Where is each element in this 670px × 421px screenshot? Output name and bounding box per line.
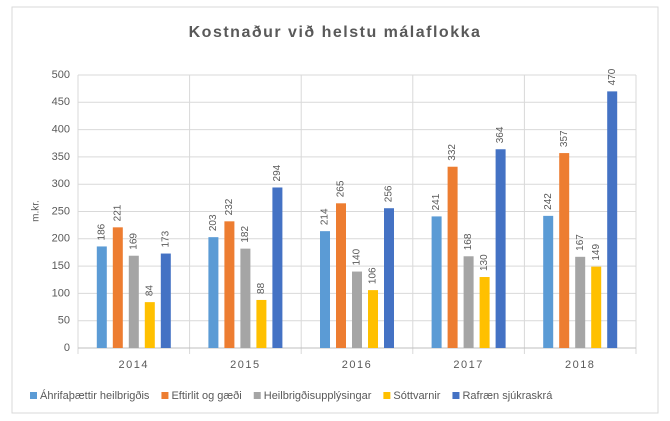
legend-label: Sóttvarnir [393, 390, 440, 402]
bar [208, 237, 219, 348]
bar [479, 277, 490, 348]
data-label: 221 [112, 204, 123, 221]
data-label: 173 [160, 230, 171, 247]
data-label: 256 [384, 185, 395, 202]
legend-swatch [383, 392, 391, 399]
bar [128, 255, 139, 348]
x-tick-label: 2016 [342, 359, 372, 371]
y-tick-label: 50 [58, 315, 70, 327]
data-label: 265 [336, 180, 347, 197]
bar [320, 231, 330, 348]
bar [384, 208, 394, 348]
data-label: 232 [224, 198, 235, 215]
data-label: 84 [144, 285, 155, 297]
bar [336, 203, 346, 348]
y-tick-label: 450 [52, 96, 70, 108]
bar [543, 215, 554, 348]
legend-swatch [161, 392, 169, 399]
bar [224, 221, 235, 348]
data-label: 140 [352, 248, 363, 265]
y-tick-label: 150 [52, 260, 70, 272]
bar [559, 153, 570, 348]
x-tick-label: 2015 [230, 359, 260, 371]
y-tick-label: 400 [52, 124, 70, 136]
bar [96, 246, 107, 348]
data-label: 149 [591, 244, 602, 261]
y-tick-label: 100 [52, 287, 70, 299]
bar [368, 290, 378, 348]
bar [495, 149, 506, 348]
x-tick-label: 2017 [453, 359, 483, 371]
legend-label: Áhrifaþættir heilbrigðis [40, 389, 150, 402]
legend-label: Rafræn sjúkraskrá [462, 390, 553, 402]
bar [447, 166, 458, 348]
y-tick-label: 200 [52, 233, 70, 245]
legend-swatch [30, 392, 37, 399]
data-label: 106 [368, 267, 379, 284]
chart-title: Kostnaður við helstu málaflokka [189, 24, 482, 41]
bar [256, 299, 267, 348]
data-label: 357 [559, 130, 570, 147]
legend-swatch [253, 392, 261, 399]
bar [463, 256, 474, 348]
data-label: 168 [463, 233, 474, 250]
data-label: 88 [256, 282, 267, 294]
bar [575, 256, 586, 348]
bar [240, 248, 251, 348]
data-label: 364 [495, 126, 506, 143]
y-tick-label: 250 [52, 205, 70, 217]
bar [272, 187, 283, 348]
data-label: 203 [208, 214, 219, 231]
data-label: 130 [479, 254, 490, 271]
y-tick-label: 300 [52, 178, 70, 190]
legend-label: Eftirlit og gæði [171, 390, 241, 402]
bar [160, 253, 171, 348]
data-label: 241 [431, 193, 442, 210]
data-label: 332 [447, 144, 458, 161]
legend-swatch [452, 392, 460, 399]
legend-label: Heilbrigðisupplýsingar [264, 390, 372, 402]
bar [591, 266, 602, 348]
x-tick-label: 2014 [119, 359, 149, 371]
bar [352, 271, 362, 348]
x-tick-label: 2018 [565, 359, 595, 371]
bar [607, 91, 618, 348]
bar [431, 216, 442, 348]
data-label: 167 [575, 234, 586, 251]
data-label: 214 [320, 208, 331, 225]
data-label: 470 [607, 68, 618, 85]
bar [112, 227, 123, 348]
data-label: 186 [96, 223, 107, 240]
y-tick-label: 0 [64, 342, 70, 354]
bar [144, 302, 155, 348]
data-label: 294 [272, 164, 283, 181]
data-label: 242 [543, 193, 554, 210]
data-label: 182 [240, 226, 251, 243]
y-axis-label: m.kr. [31, 200, 42, 222]
y-tick-label: 500 [52, 69, 70, 81]
y-tick-label: 350 [52, 151, 70, 163]
data-label: 169 [128, 233, 139, 250]
